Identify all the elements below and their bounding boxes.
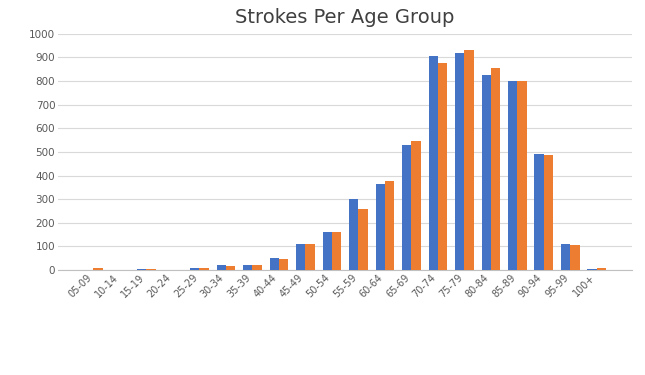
Bar [137,269,146,270]
Bar [217,265,226,270]
Bar [588,269,597,270]
Bar [570,245,579,270]
Bar [296,243,305,270]
Bar [508,81,517,270]
Bar [428,56,438,270]
Bar [226,266,235,270]
Bar [305,244,315,270]
Bar [412,141,421,270]
Bar [561,243,570,270]
Bar [517,81,526,270]
Bar [455,53,464,270]
Bar [402,145,412,270]
Bar [252,265,262,270]
Bar [332,232,341,270]
Bar [544,155,553,270]
Bar [535,154,544,270]
Bar [349,199,359,270]
Bar [491,68,500,270]
Bar [190,268,199,270]
Bar [359,209,368,270]
Bar [94,268,103,270]
Bar [243,265,252,270]
Bar [146,269,155,270]
Bar [464,50,473,270]
Bar [270,258,279,270]
Bar [375,184,385,270]
Bar [597,268,606,270]
Bar [199,268,208,270]
Bar [322,232,332,270]
Bar [385,182,394,270]
Bar [438,63,447,270]
Title: Strokes Per Age Group: Strokes Per Age Group [235,8,455,27]
Bar [482,75,491,270]
Bar [279,259,288,270]
